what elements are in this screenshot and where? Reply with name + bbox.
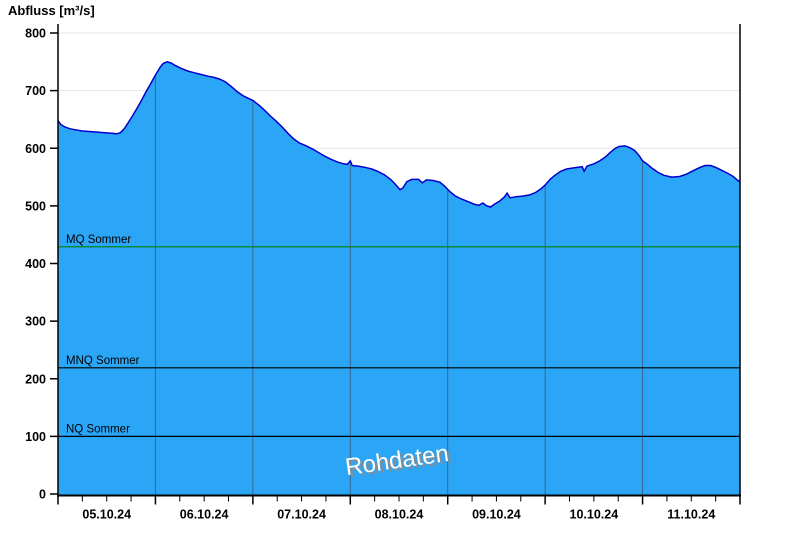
y-tick-label: 600 — [25, 142, 46, 156]
y-tick-label: 300 — [25, 315, 46, 329]
y-tick-label: 200 — [25, 372, 46, 386]
y-tick-label: 400 — [25, 257, 46, 271]
x-tick-label: 05.10.24 — [82, 508, 131, 522]
x-tick-label: 06.10.24 — [180, 508, 229, 522]
y-tick-label: 100 — [25, 430, 46, 444]
x-tick-label: 08.10.24 — [375, 508, 424, 522]
y-tick-label: 0 — [39, 488, 46, 502]
ref-label-mnq-sommer: MNQ Sommer — [66, 355, 140, 367]
area-series-fill — [58, 61, 740, 496]
ref-label-mq-sommer: MQ Sommer — [66, 234, 131, 246]
y-tick-label: 800 — [25, 27, 46, 41]
x-tick-label: 07.10.24 — [277, 508, 326, 522]
curve-line — [57, 61, 741, 208]
x-tick-label: 09.10.24 — [472, 508, 521, 522]
ref-label-nq-sommer: NQ Sommer — [66, 423, 130, 435]
x-tick-label: 10.10.24 — [570, 508, 619, 522]
y-tick-label: 500 — [25, 199, 46, 213]
x-tick-label: 11.10.24 — [667, 508, 715, 522]
chart-title: Abfluss [m³/s] — [8, 3, 95, 18]
y-tick-label: 700 — [25, 84, 46, 98]
